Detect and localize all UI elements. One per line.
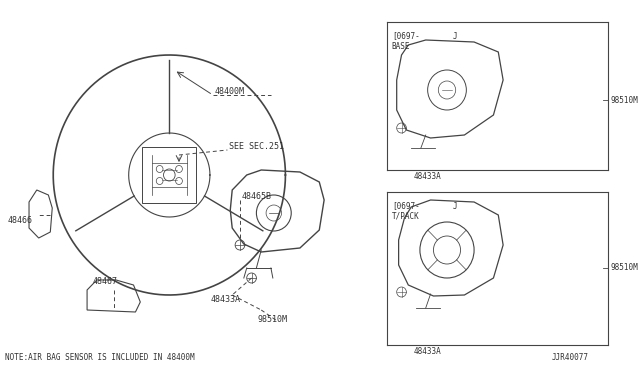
Text: J: J (453, 202, 458, 211)
Text: J: J (453, 32, 458, 41)
Text: BASE: BASE (392, 42, 410, 51)
Text: 48466: 48466 (8, 215, 33, 224)
Text: 48400M: 48400M (215, 87, 244, 96)
Text: 98510M: 98510M (611, 96, 638, 105)
Text: 48467: 48467 (93, 278, 118, 286)
Text: 48433A: 48433A (414, 172, 442, 181)
Text: T/PACK: T/PACK (392, 212, 420, 221)
Text: 98510M: 98510M (257, 315, 287, 324)
Text: JJR40077: JJR40077 (552, 353, 589, 362)
Text: 98510M: 98510M (611, 263, 638, 273)
Text: SEE SEC.251: SEE SEC.251 (229, 141, 284, 151)
Text: 48465B: 48465B (242, 192, 272, 201)
Text: 48433A: 48433A (211, 295, 241, 305)
Text: [0697-: [0697- (392, 32, 420, 41)
Text: [0697-: [0697- (392, 202, 420, 211)
Text: 48433A: 48433A (414, 347, 442, 356)
Text: NOTE:AIR BAG SENSOR IS INCLUDED IN 48400M: NOTE:AIR BAG SENSOR IS INCLUDED IN 48400… (5, 353, 195, 362)
